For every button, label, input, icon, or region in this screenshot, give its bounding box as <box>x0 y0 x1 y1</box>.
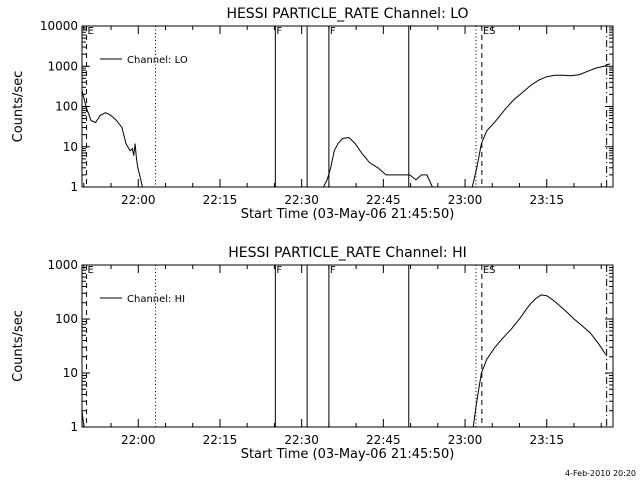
panel-channel-lo: HESSI PARTICLE_RATE Channel: LO 22:00 22:1… <box>11 6 614 222</box>
event-marker-label: F <box>330 26 336 37</box>
x-tick-label: 23:00 <box>448 193 483 207</box>
x-tick-label: 22:45 <box>366 433 401 447</box>
panel-channel-hi: HESSI PARTICLE_RATE Channel: HI 22:00 22:1… <box>11 245 614 462</box>
plot-frame <box>81 25 614 188</box>
x-tick-label: 22:00 <box>121 433 156 447</box>
x-axis-label: Start Time (03-May-06 21:45:50) <box>241 447 455 462</box>
x-tick-label: 22:15 <box>203 433 238 447</box>
x-tick-label: 22:00 <box>121 193 156 207</box>
x-axis-label: Start Time (03-May-06 21:45:50) <box>241 207 455 222</box>
x-tick-label: 22:15 <box>203 193 238 207</box>
x-tick-label: 23:15 <box>529 433 564 447</box>
chart-title: HESSI PARTICLE_RATE Channel: HI <box>228 245 466 261</box>
x-tick-label: 22:30 <box>284 193 319 207</box>
series-line <box>471 63 611 188</box>
y-tick-label: 1 <box>70 420 78 434</box>
y-tick-label: 1 <box>70 180 78 194</box>
legend-label: Channel: LO <box>127 55 188 66</box>
y-tick-label: 100 <box>55 312 78 326</box>
y-tick-label: 10 <box>63 140 78 154</box>
event-marker-label: ES <box>483 265 496 276</box>
event-marker-label: E <box>88 26 94 37</box>
y-tick-label: 100 <box>55 100 78 114</box>
y-axis-label: Counts/sec <box>11 310 26 382</box>
x-tick-label: 22:30 <box>284 433 319 447</box>
y-axis-label: Counts/sec <box>11 71 26 143</box>
series-line <box>81 90 143 188</box>
series-line <box>472 294 607 428</box>
x-tick-label: 23:00 <box>448 433 483 447</box>
y-tick-label: 10 <box>63 366 78 380</box>
chart-title: HESSI PARTICLE_RATE Channel: LO <box>226 6 468 22</box>
y-tick-label: 10000 <box>40 19 78 33</box>
plot-frame <box>81 264 614 428</box>
legend-label: Channel: HI <box>127 294 185 305</box>
event-marker-label: F <box>330 265 336 276</box>
series-line <box>81 410 85 428</box>
event-marker-label: E <box>88 265 94 276</box>
y-tick-label: 1000 <box>47 59 78 73</box>
x-tick-label: 23:15 <box>529 193 564 207</box>
y-tick-label: 1000 <box>47 258 78 272</box>
event-marker-label: F <box>276 265 282 276</box>
x-tick-label: 22:45 <box>366 193 401 207</box>
event-marker-label: ES <box>483 26 496 37</box>
series-line <box>322 136 433 188</box>
date-stamp: 4-Feb-2010 20:20 <box>565 469 636 478</box>
event-marker-label: F <box>276 26 282 37</box>
